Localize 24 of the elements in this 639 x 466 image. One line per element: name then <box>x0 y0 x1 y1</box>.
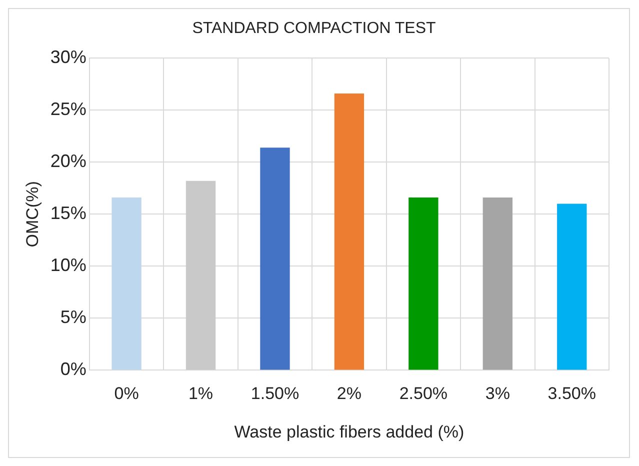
bar <box>557 204 587 370</box>
bar <box>112 198 142 370</box>
x-tick-label: 1.50% <box>250 384 300 404</box>
y-tick-label: 0% <box>60 359 86 380</box>
chart-title: STANDARD COMPACTION TEST <box>192 20 436 38</box>
y-tick-label: 25% <box>50 99 86 120</box>
y-tick-label: 20% <box>50 151 86 172</box>
bar <box>260 148 290 370</box>
bar <box>334 94 364 370</box>
x-tick-label: 1% <box>188 384 214 404</box>
bar <box>186 180 216 370</box>
bar <box>408 198 438 370</box>
y-tick-label: 5% <box>60 307 86 328</box>
y-tick-label: 30% <box>50 47 86 68</box>
x-tick-label: 2.50% <box>399 384 448 404</box>
x-tick-label: 0% <box>114 384 139 404</box>
bar <box>482 198 513 370</box>
x-axis-title: Waste plastic fibers added (%) <box>234 422 464 442</box>
x-tick-label: 3.50% <box>548 384 596 404</box>
x-tick-label: 3% <box>485 384 510 404</box>
x-tick-label: 2% <box>336 384 362 404</box>
y-tick-label: 15% <box>50 203 86 224</box>
y-axis-title: OMC(%) <box>22 181 42 248</box>
y-tick-label: 10% <box>50 255 86 276</box>
